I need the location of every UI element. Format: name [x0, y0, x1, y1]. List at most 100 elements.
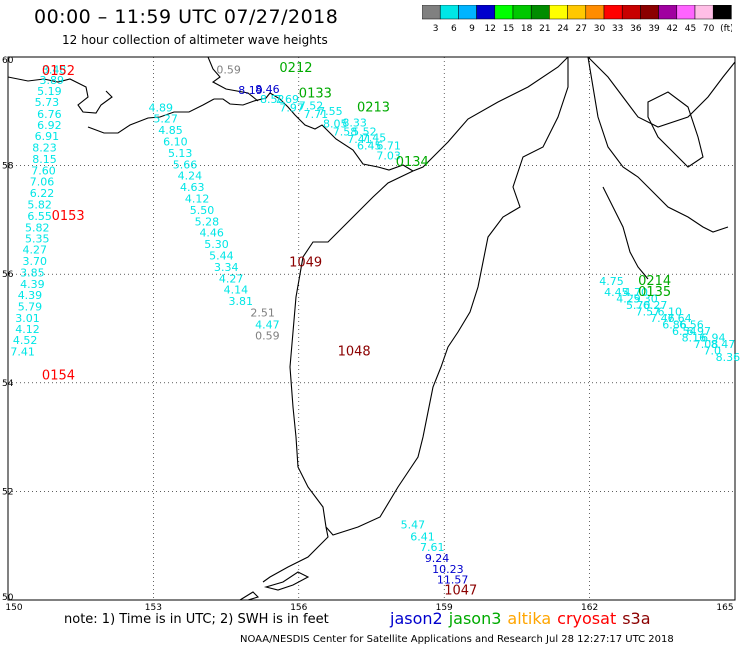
wave-height-label: 4.85 [158, 124, 183, 137]
pass-time-label: 0134 [396, 155, 429, 170]
colorbar-tick: 18 [521, 24, 533, 34]
wave-height-label: 8.15 [32, 153, 57, 166]
wave-height-label: 0.59 [216, 63, 241, 76]
wave-height-label: 7.55 [318, 105, 343, 118]
colorbar-tick: (ft) [720, 24, 732, 34]
colorbar-swatch [494, 5, 514, 20]
wave-height-label: 0.59 [255, 329, 280, 342]
wave-height-label: 4.24 [178, 170, 203, 183]
wave-height-label: 4.29 [616, 292, 641, 305]
wave-height-label: 5.79 [18, 301, 43, 314]
wave-height-label: 6.27 [643, 299, 668, 312]
wave-height-label: 7.46 [650, 312, 675, 325]
wave-height-label: 7.0 [703, 345, 721, 358]
wave-height-label: 7.69 [275, 93, 300, 106]
wave-height-label: 7.41 [10, 346, 35, 359]
colorbar-swatch [549, 5, 568, 20]
kuril-2 [238, 591, 260, 601]
colorbar-swatch [640, 5, 659, 20]
colorbar-swatch [422, 5, 441, 20]
colorbar-tick: 9 [469, 24, 475, 34]
lat-tick-label: 56 [2, 270, 14, 280]
colorbar-tick: 70 [703, 24, 715, 34]
wave-height-label: 3.01 [15, 312, 40, 325]
wave-height-label: 8.05 [323, 118, 348, 131]
satellite-legend: jason2 jason3 altika cryosat s3a [390, 609, 657, 628]
altimeter-map: 3.483.895.195.736.766.926.918.238.157.60… [2, 56, 740, 613]
chart-title: 00:00 – 11:59 UTC 07/27/2018 [34, 6, 339, 28]
wave-height-label: 6.86 [662, 319, 687, 332]
lon-tick-label: 153 [145, 603, 162, 613]
legend-entry: jason3 [448, 609, 502, 628]
lat-tick-label: 60 [2, 56, 14, 66]
wave-height-label: 4.75 [599, 275, 624, 288]
colorbar-swatch [585, 5, 605, 20]
wave-height-label: 4.63 [180, 181, 205, 194]
wave-height-label: 8.46 [255, 83, 280, 96]
colorbar-tick: 15 [503, 24, 514, 34]
wave-height-label: 5.35 [25, 233, 50, 246]
wave-height-label: 6.94 [701, 332, 726, 345]
wave-height-label: 3.48 [42, 63, 67, 76]
wave-height-label: 7.45 [362, 132, 387, 145]
colorbar-tick: 42 [667, 24, 678, 34]
ne-coast-2 [587, 56, 729, 233]
wave-height-label: 6.76 [37, 108, 62, 121]
wave-height-label: 9.24 [425, 552, 450, 565]
wave-height-label: 4.46 [199, 227, 224, 240]
wave-height-label: 4.27 [23, 244, 48, 257]
lon-tick-label: 159 [436, 603, 453, 613]
island-1 [647, 91, 704, 168]
wave-height-label: 5.44 [209, 250, 234, 263]
wave-height-label: 6.55 [27, 210, 51, 223]
lat-tick-label: 50 [2, 593, 14, 603]
colorbar-tick: 21 [539, 24, 550, 34]
colorbar-swatch [458, 5, 477, 20]
pass-time-label: 0153 [52, 209, 85, 224]
colorbar-tick: 12 [485, 24, 496, 34]
pass-time-label: 0154 [42, 369, 75, 384]
legend-entry: s3a [622, 609, 651, 628]
wave-height-marks: 3.483.895.195.736.766.926.918.238.157.60… [10, 61, 740, 598]
colorbar-swatch [603, 5, 623, 20]
colorbar-tick: 36 [630, 24, 642, 34]
pass-time-label: 1048 [338, 345, 371, 360]
wave-height-label: 7.97 [279, 101, 304, 114]
wave-height-label: 8.23 [32, 141, 57, 154]
pass-time-label: 1047 [444, 584, 477, 599]
commander-coast [602, 186, 649, 280]
wave-height-label: 8.36 [716, 351, 740, 364]
wave-height-label: 8.47 [711, 338, 736, 351]
wave-height-label: 6.71 [376, 139, 401, 152]
pass-time-label: 0135 [638, 285, 671, 300]
wave-height-label: 4.45 [604, 286, 629, 299]
colorbar-tick: 33 [612, 24, 623, 34]
wave-height-label: 7.08 [694, 338, 719, 351]
wave-height-label: 7.06 [30, 176, 54, 189]
coastline [7, 56, 736, 601]
wave-height-label: 3.34 [214, 261, 239, 274]
wave-height-label: 6.97 [687, 325, 712, 338]
wave-height-label: 5.52 [352, 126, 377, 139]
colorbar-tick: 39 [648, 24, 660, 34]
lat-tick-label: 54 [2, 379, 14, 389]
wave-height-label: 4.70 [624, 286, 649, 299]
map-frame [7, 56, 736, 601]
wave-height-label: 5.28 [195, 215, 220, 228]
wave-height-label: 5.66 [173, 158, 198, 171]
wave-height-label: 3.81 [229, 295, 254, 308]
colorbar-tick: 27 [576, 24, 587, 34]
lat-tick-label: 52 [2, 487, 13, 497]
legend-entry: altika [507, 609, 552, 628]
credit-line: NOAA/NESDIS Center for Satellite Applica… [240, 634, 674, 645]
wave-height-label: 7.41 [347, 133, 372, 146]
pass-time-label: 0214 [638, 274, 671, 289]
pass-time-label: 0133 [299, 87, 332, 102]
wave-height-label: 7.61 [420, 541, 445, 554]
colorbar-tick: 30 [594, 24, 606, 34]
wave-height-label: 8.19 [238, 84, 263, 97]
wave-height-label: 7.03 [376, 150, 401, 163]
colorbar-swatch [658, 5, 678, 20]
colorbar-swatch [712, 5, 732, 20]
